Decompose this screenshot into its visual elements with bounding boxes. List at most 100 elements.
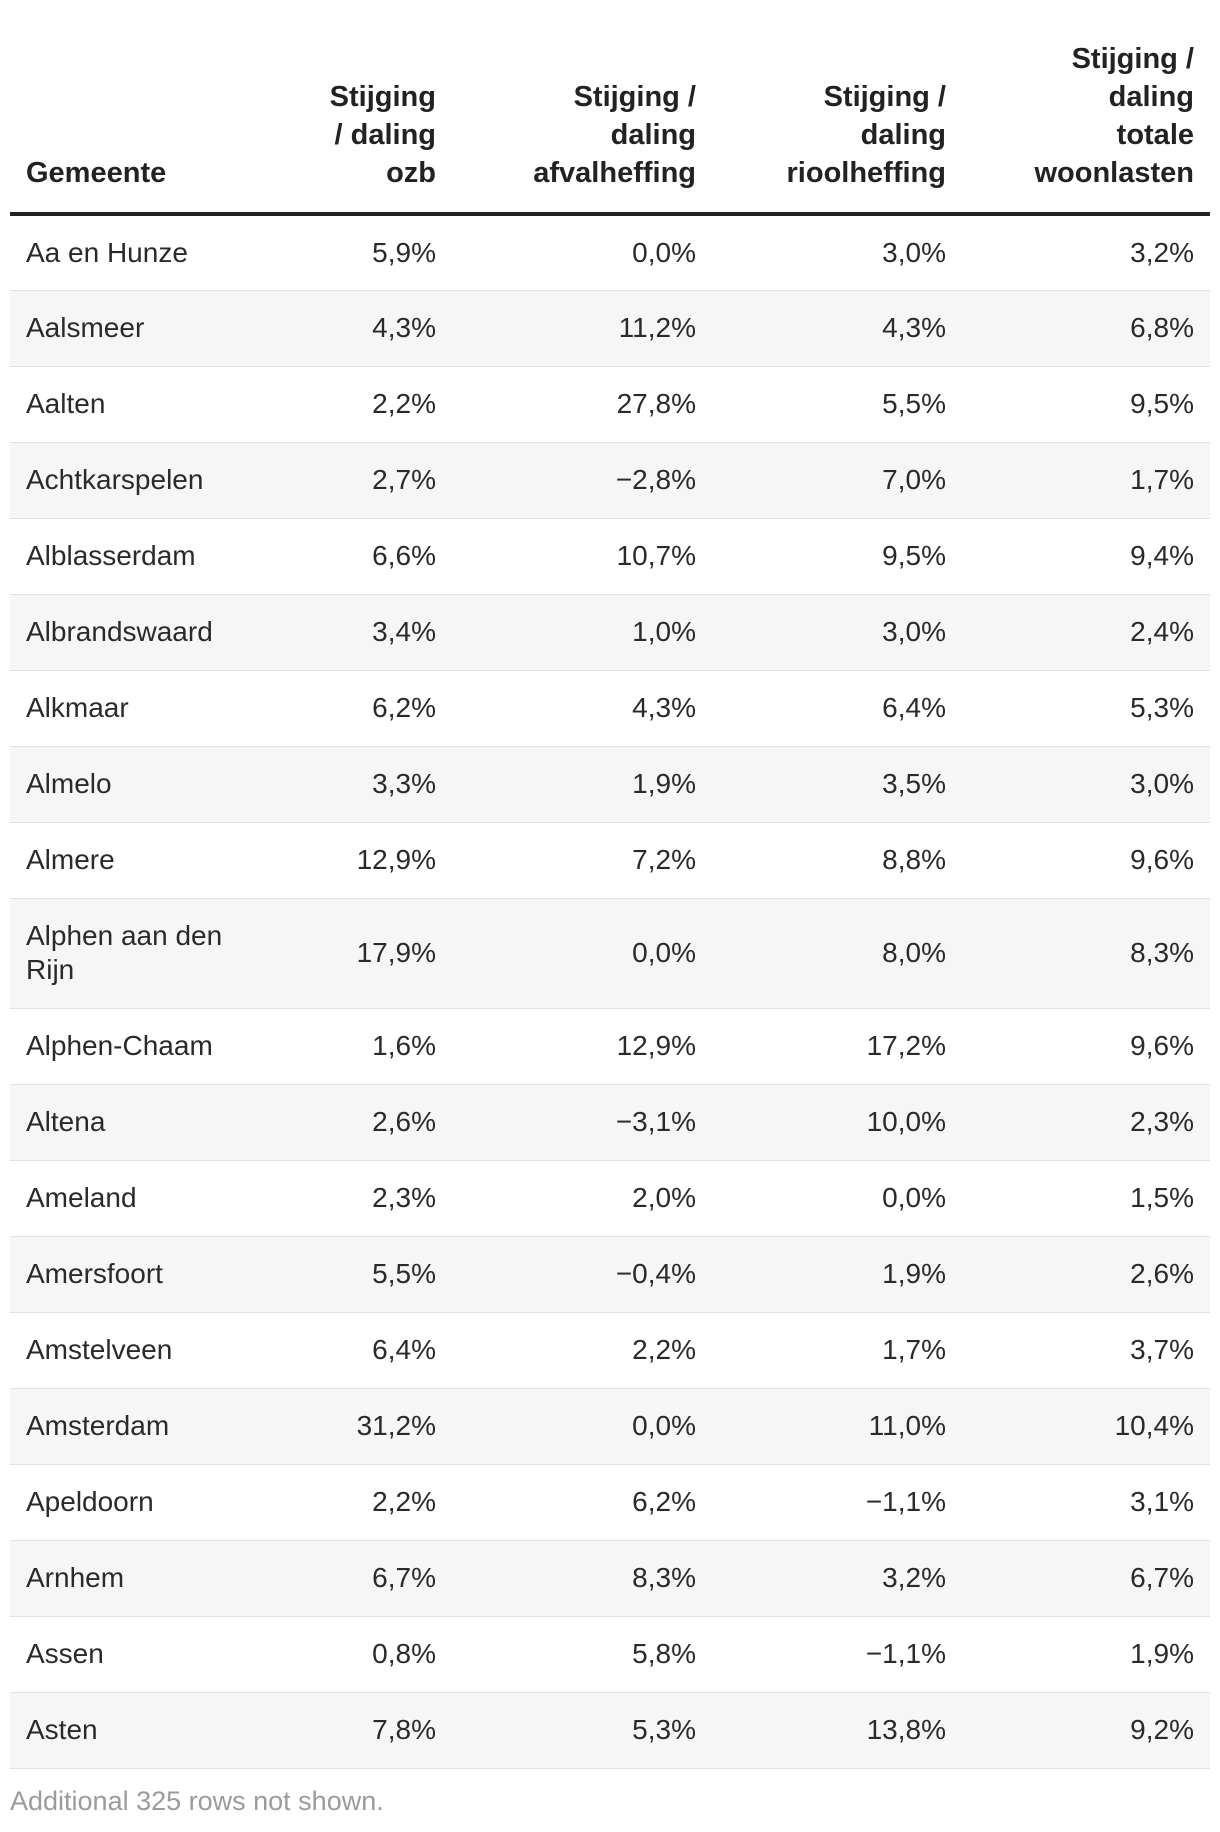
cell-woonlasten: 9,6%: [1130, 1030, 1194, 1061]
column-header-rioolheffing[interactable]: Stijging / daling rioolheffing: [712, 0, 962, 216]
cell-afvalheffing: 0,0%: [632, 937, 696, 968]
column-header-afvalheffing[interactable]: Stijging / daling afvalheffing: [452, 0, 712, 216]
cell-gemeente: Ameland: [26, 1182, 137, 1213]
table-header: Gemeente Stijging / daling ozb Stijging …: [10, 0, 1210, 216]
column-header-gemeente[interactable]: Gemeente: [10, 0, 250, 216]
cell-woonlasten: 3,7%: [1130, 1334, 1194, 1365]
cell-woonlasten: 2,4%: [1130, 616, 1194, 647]
cell-woonlasten: 3,2%: [1130, 236, 1194, 268]
cell-woonlasten: 1,7%: [1130, 464, 1194, 495]
cell-afvalheffing: 5,8%: [632, 1638, 696, 1669]
table-row: Aalten 2,2% 27,8% 5,5% 9,5%: [10, 366, 1210, 442]
table-row: Alkmaar 6,2% 4,3% 6,4% 5,3%: [10, 670, 1210, 746]
cell-rioolheffing: 8,8%: [882, 844, 946, 875]
cell-ozb: 2,2%: [372, 388, 436, 419]
table-row: Almelo 3,3% 1,9% 3,5% 3,0%: [10, 746, 1210, 822]
table-row: Arnhem 6,7% 8,3% 3,2% 6,7%: [10, 1540, 1210, 1616]
table-row: Aalsmeer 4,3% 11,2% 4,3% 6,8%: [10, 290, 1210, 366]
cell-gemeente: Almere: [26, 844, 115, 875]
cell-gemeente: Aalten: [26, 388, 106, 419]
table-row: Albrandswaard 3,4% 1,0% 3,0% 2,4%: [10, 594, 1210, 670]
cell-ozb: 6,2%: [372, 692, 436, 723]
table-row: Ameland 2,3% 2,0% 0,0% 1,5%: [10, 1160, 1210, 1236]
cell-rioolheffing: 11,0%: [868, 1410, 946, 1441]
cell-rioolheffing: 9,5%: [882, 540, 946, 571]
column-header-ozb[interactable]: Stijging / daling ozb: [250, 0, 452, 216]
cell-afvalheffing: 0,0%: [632, 236, 696, 268]
rows-not-shown-note: Additional 325 rows not shown.: [10, 1786, 384, 1816]
cell-woonlasten: 6,7%: [1130, 1562, 1194, 1593]
cell-rioolheffing: 1,7%: [882, 1334, 946, 1365]
cell-ozb: 2,3%: [372, 1182, 436, 1213]
table-row: Alblasserdam 6,6% 10,7% 9,5% 9,4%: [10, 518, 1210, 594]
cell-ozb: 2,6%: [372, 1106, 436, 1137]
cell-ozb: 3,3%: [372, 768, 436, 799]
cell-gemeente: Aa en Hunze: [26, 236, 188, 268]
cell-rioolheffing: −1,1%: [865, 1638, 946, 1669]
cell-gemeente: Altena: [26, 1106, 106, 1137]
cell-afvalheffing: 5,3%: [632, 1714, 696, 1745]
cell-woonlasten: 2,3%: [1130, 1106, 1194, 1137]
cell-ozb: 6,4%: [372, 1334, 436, 1365]
cell-woonlasten: 10,4%: [1114, 1410, 1194, 1441]
cell-afvalheffing: −3,1%: [615, 1106, 696, 1137]
data-table: Gemeente Stijging / daling ozb Stijging …: [10, 0, 1210, 1769]
cell-woonlasten: 1,9%: [1130, 1638, 1194, 1669]
cell-rioolheffing: 3,0%: [882, 616, 946, 647]
cell-rioolheffing: 7,0%: [882, 464, 946, 495]
cell-afvalheffing: 27,8%: [616, 388, 696, 419]
cell-ozb: 6,7%: [372, 1562, 436, 1593]
cell-gemeente: Alkmaar: [26, 692, 129, 723]
cell-ozb: 0,8%: [372, 1638, 436, 1669]
table-row: Assen 0,8% 5,8% −1,1% 1,9%: [10, 1616, 1210, 1692]
cell-gemeente: Alblasserdam: [26, 540, 196, 571]
cell-woonlasten: 3,0%: [1130, 768, 1194, 799]
table-row: Altena 2,6% −3,1% 10,0% 2,3%: [10, 1084, 1210, 1160]
cell-woonlasten: 9,5%: [1130, 388, 1194, 419]
cell-woonlasten: 9,6%: [1130, 844, 1194, 875]
cell-gemeente: Assen: [26, 1638, 104, 1669]
cell-rioolheffing: 8,0%: [882, 937, 946, 968]
cell-rioolheffing: 5,5%: [882, 388, 946, 419]
cell-ozb: 2,7%: [372, 464, 436, 495]
cell-rioolheffing: 17,2%: [866, 1030, 946, 1061]
cell-ozb: 31,2%: [356, 1410, 436, 1441]
cell-rioolheffing: 4,3%: [882, 312, 946, 343]
cell-ozb: 5,5%: [372, 1258, 436, 1289]
cell-afvalheffing: −2,8%: [615, 464, 696, 495]
cell-ozb: 2,2%: [372, 1486, 436, 1517]
cell-afvalheffing: 2,0%: [632, 1182, 696, 1213]
cell-woonlasten: 9,4%: [1130, 540, 1194, 571]
cell-rioolheffing: 10,0%: [866, 1106, 946, 1137]
cell-rioolheffing: 3,2%: [882, 1562, 946, 1593]
column-header-woonlasten[interactable]: Stijging / daling totale woonlasten: [962, 0, 1210, 216]
cell-gemeente: Arnhem: [26, 1562, 125, 1593]
table-row: Apeldoorn 2,2% 6,2% −1,1% 3,1%: [10, 1464, 1210, 1540]
cell-ozb: 12,9%: [356, 844, 436, 875]
cell-afvalheffing: 2,2%: [632, 1334, 696, 1365]
table-row: Amersfoort 5,5% −0,4% 1,9% 2,6%: [10, 1236, 1210, 1312]
cell-afvalheffing: 11,2%: [618, 312, 696, 343]
cell-rioolheffing: 0,0%: [882, 1182, 946, 1213]
cell-gemeente: Amstelveen: [26, 1334, 173, 1365]
cell-woonlasten: 2,6%: [1130, 1258, 1194, 1289]
cell-woonlasten: 1,5%: [1130, 1182, 1194, 1213]
cell-afvalheffing: 7,2%: [632, 844, 696, 875]
cell-afvalheffing: 8,3%: [632, 1562, 696, 1593]
header-row: Gemeente Stijging / daling ozb Stijging …: [10, 0, 1210, 216]
cell-ozb: 5,9%: [372, 236, 436, 268]
table-row: Amstelveen 6,4% 2,2% 1,7% 3,7%: [10, 1312, 1210, 1388]
cell-afvalheffing: 12,9%: [616, 1030, 696, 1061]
cell-gemeente: Alphen aan den Rijn: [26, 920, 223, 985]
table-row: Amsterdam 31,2% 0,0% 11,0% 10,4%: [10, 1388, 1210, 1464]
cell-ozb: 17,9%: [356, 937, 436, 968]
table-row: Alphen-Chaam 1,6% 12,9% 17,2% 9,6%: [10, 1008, 1210, 1084]
cell-rioolheffing: 13,8%: [866, 1714, 946, 1745]
cell-ozb: 4,3%: [372, 312, 436, 343]
table-row: Alphen aan den Rijn 17,9% 0,0% 8,0% 8,3%: [10, 898, 1210, 1008]
cell-rioolheffing: 1,9%: [882, 1258, 946, 1289]
cell-afvalheffing: 1,0%: [632, 616, 696, 647]
cell-afvalheffing: 1,9%: [632, 768, 696, 799]
cell-woonlasten: 5,3%: [1130, 692, 1194, 723]
